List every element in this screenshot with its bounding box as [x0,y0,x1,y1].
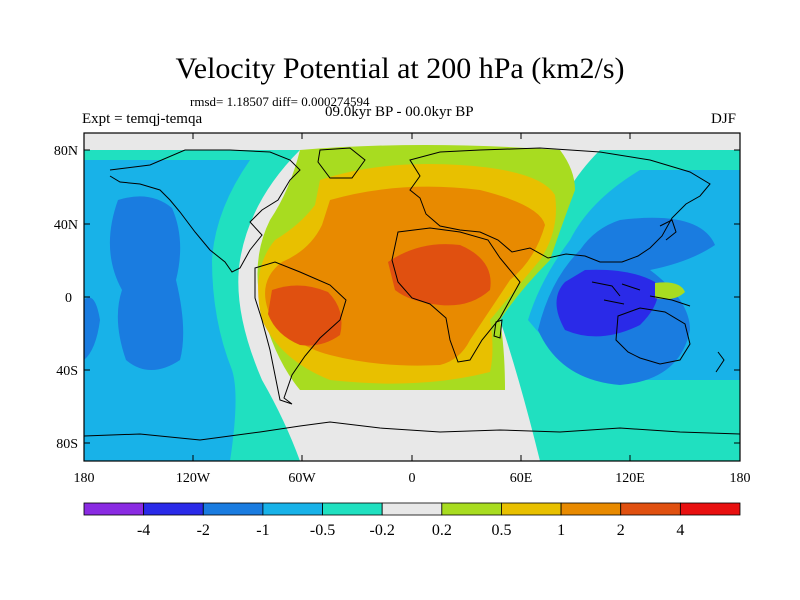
colorbar-swatch [441,502,502,516]
contour-negative-east-core [556,269,658,337]
colorbar-swatch [381,502,443,516]
lon-tick-label: 120E [615,471,645,486]
colorbar-swatch [322,502,383,516]
coastline-north-america [109,149,301,273]
experiment-label: Expt = temqj-temqa [82,111,203,127]
contour-field [84,133,740,461]
lat-tick-label: 40S [56,364,78,379]
colorbar-label: -2 [197,522,210,539]
coastline-eurasia [409,147,711,263]
rmsd-diff-stats: rmsd= 1.18507 diff= 0.000274594 [190,94,370,109]
map-title: Velocity Potential at 200 hPa (km2/s) [175,52,625,85]
lat-tick-label: 80S [56,437,78,452]
colorbar-label: -0.2 [370,522,395,539]
colorbar-label: 4 [676,522,684,539]
colorbar-swatch [262,502,323,516]
colorbar-swatch [620,502,681,516]
colorbar-swatch [679,502,741,516]
coastline-new-zealand [715,351,725,373]
coastline-madagascar [493,319,503,339]
colorbar-swatch [501,502,562,516]
lon-tick-label: 180 [730,471,751,486]
colorbar-label: -4 [137,522,150,539]
contour-positive-core-south-america [268,285,342,346]
colorbar-swatch [143,502,204,516]
colorbar-label: 2 [617,522,625,539]
contour-positive-maritime-patch [655,282,685,300]
contour-negative-west-edge [84,297,100,360]
coastline-africa [391,227,521,363]
coastline-south-america [254,261,347,405]
coastline-australia [615,307,691,365]
colorbar-label: -1 [256,522,269,539]
lon-tick-label: 180 [74,471,95,486]
colorbar: -4 -2 -1 -0.5 -0.2 0.2 0.5 1 2 4 [83,502,741,539]
lat-tick-label: 0 [65,291,72,306]
colorbar-swatch [560,502,622,516]
lon-tick-label: 0 [409,471,416,486]
lat-tick-label: 80N [54,144,78,159]
colorbar-label: 0.5 [491,522,511,539]
colorbar-swatch [83,502,145,516]
contour-positive-core-africa [388,244,491,306]
coastline-maritime-continent [591,281,691,307]
coastline-greenland [317,147,366,179]
colorbar-label: -0.5 [310,522,335,539]
lon-tick-label: 120W [176,471,211,486]
coastlines [84,147,740,441]
season-label: DJF [711,111,737,127]
colorbar-label: 0.2 [432,522,452,539]
coastline-antarctica [84,421,740,441]
contour-negative-east-pacific-core [109,196,184,370]
lon-tick-label: 60W [288,471,316,486]
coastline-japan [659,219,677,241]
lon-tick-label: 60E [510,471,533,486]
colorbar-swatch [202,502,264,516]
colorbar-label: 1 [557,522,565,539]
lat-tick-label: 40N [54,218,78,233]
time-period-label: 09.0kyr BP - 00.0kyr BP [325,104,474,120]
axis-ticks [83,133,741,461]
